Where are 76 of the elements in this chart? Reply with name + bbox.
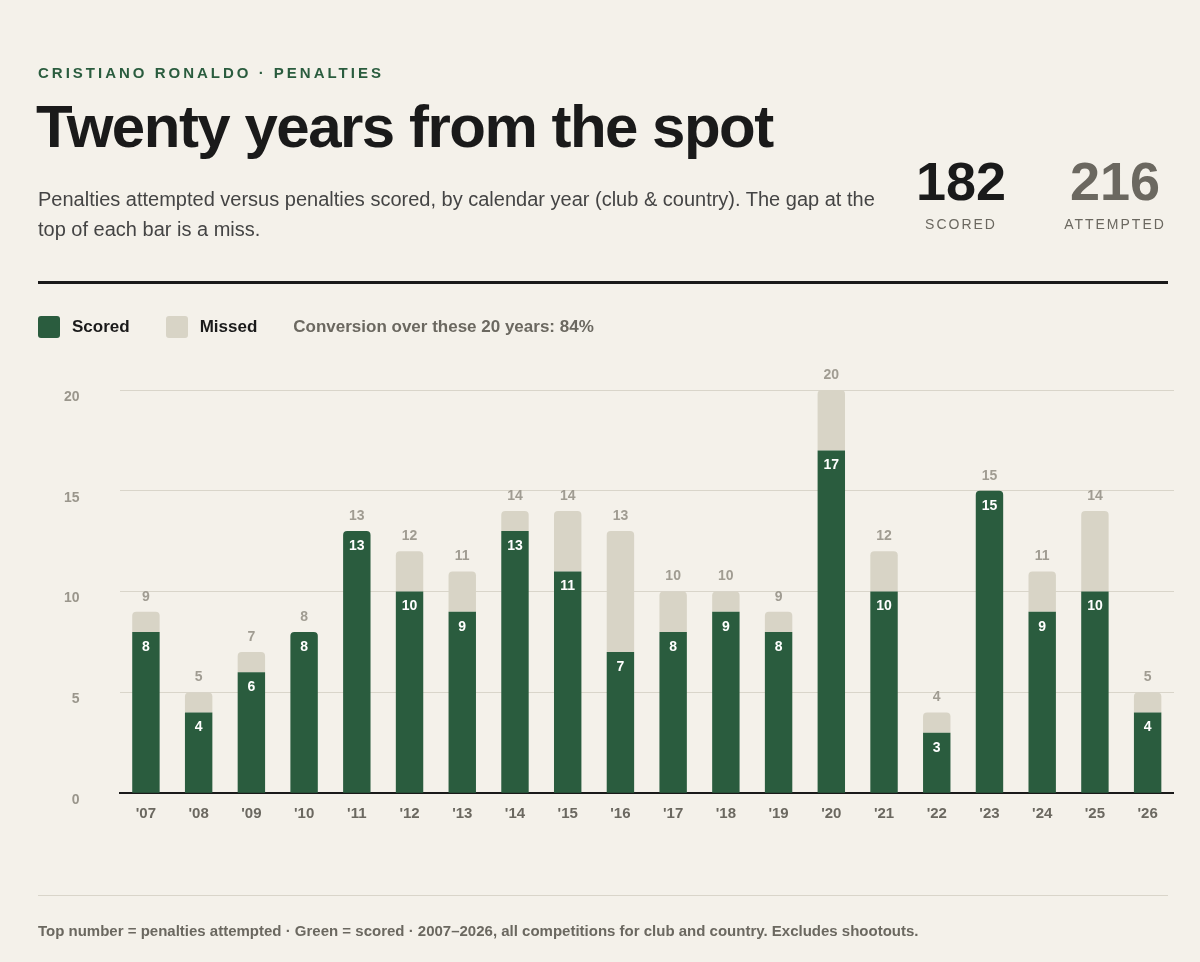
y-tick-label: 15 [63,488,80,505]
data-label: 8 [774,637,783,654]
data-label: 4 [194,718,203,735]
x-tick-label: '16 [610,804,631,822]
data-label: 13 [349,536,365,553]
data-label: 17 [823,456,840,473]
data-label: 4 [1143,718,1152,735]
text: SCORED [924,216,998,232]
data-label: 8 [669,637,678,654]
data-label: 9 [721,617,730,634]
total-label: 13 [349,506,365,523]
y-tick-label: 0 [71,791,80,808]
data-label: 3 [932,738,941,755]
x-tick-label: '12 [399,804,420,822]
x-tick-label: '25 [1084,804,1106,822]
total-label: 14 [1087,486,1103,503]
x-tick-label: '11 [347,804,367,822]
legend-label: Scored [72,317,130,337]
x-tick-label: '15 [557,804,578,822]
x-tick-label: '18 [715,804,736,822]
total-label: 11 [454,547,470,564]
x-tick-label: '19 [768,804,789,822]
total-label: 9 [142,587,151,604]
text: ATTEMPTED [1063,216,1167,232]
total-label: 14 [559,486,576,503]
total-label: 13 [612,506,629,523]
x-tick-label: '22 [926,804,947,822]
chart-title: Twenty years from the spot [36,92,773,161]
x-tick-label: '09 [241,804,262,822]
total-label: 7 [247,627,256,644]
x-tick-label: '10 [293,804,315,822]
data-label: 15 [981,496,998,513]
text: CRISTIANO RONALDO · PENALTIES [38,64,384,81]
text: Conversion over these 20 years: 84% [293,317,594,337]
x-tick-label: '07 [135,804,157,822]
data-label: 6 [247,678,256,695]
data-label: 9 [458,617,467,634]
chart-subtitle: Penalties attempted versus penalties scored, by calendar year (club & country). The gap at the top of each bar is a miss. [38,187,876,242]
total-label: 8 [300,607,309,624]
total-label: 9 [774,587,783,604]
text: 216 [1068,150,1162,212]
y-tick-label: 10 [63,589,80,606]
text: 182 [914,150,1008,212]
x-tick-label: '23 [979,804,1000,822]
data-label: 7 [616,657,625,674]
x-tick-label: '20 [821,804,842,822]
y-tick-label: 20 [63,387,80,404]
x-tick-label: '21 [873,804,895,822]
x-tick-label: '13 [452,804,473,822]
total-label: 12 [876,527,893,544]
text: Top number = penalties attempted · Green = scored · 2007–2026, all competitions for club and country. Excludes shootouts. [38,922,919,939]
legend-label: Missed [199,317,258,337]
data-label: 11 [560,577,576,594]
x-tick-label: '14 [504,804,526,822]
total-label: 12 [401,527,418,544]
total-label: 10 [665,567,682,584]
x-tick-label: '17 [663,804,684,822]
x-tick-label: '24 [1032,804,1053,822]
total-label: 20 [823,365,840,382]
y-tick-label: 5 [71,690,80,707]
total-label: 11 [1034,547,1050,564]
total-label: 10 [718,567,734,584]
total-label: 5 [194,668,203,685]
x-tick-label: '26 [1137,804,1158,822]
data-label: 13 [507,536,523,553]
total-label: 14 [507,486,523,503]
x-tick-label: '08 [188,804,209,822]
total-label: 15 [981,466,998,483]
data-label: 10 [876,597,893,614]
data-label: 9 [1038,617,1047,634]
total-label: 4 [932,688,941,705]
data-label: 10 [401,597,418,614]
data-label: 8 [142,637,151,654]
data-label: 8 [300,637,309,654]
data-label: 10 [1087,597,1103,614]
total-label: 5 [1143,668,1152,685]
